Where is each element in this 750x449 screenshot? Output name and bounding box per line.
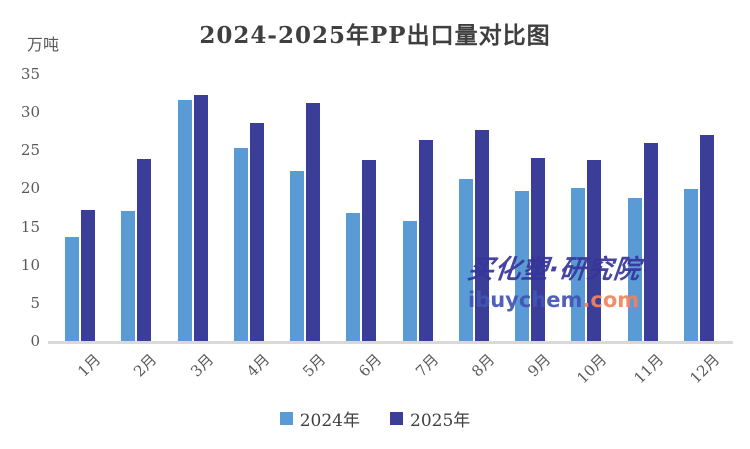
x-tick-11月: 11月 (629, 350, 667, 388)
bar-2024年-12月 (683, 189, 698, 341)
bar-2025年-6月 (362, 160, 377, 341)
x-tick-2月: 2月 (130, 350, 161, 381)
bar-2025年-7月 (418, 139, 433, 341)
y-tick-15: 15 (20, 217, 40, 236)
legend-item-2024年: 2024年 (279, 406, 360, 431)
x-tick-7月: 7月 (411, 350, 442, 381)
x-axis-line (48, 341, 733, 344)
bar-2024年-6月 (346, 212, 361, 341)
bar-2025年-1月 (81, 209, 96, 341)
bar-2025年-2月 (137, 158, 152, 341)
bar-2025年-8月 (474, 129, 489, 341)
y-axis-tick-labels: 0 5 10 15 20 25 30 35 (0, 65, 46, 350)
bar-group-10月 (558, 74, 614, 341)
legend-swatch-2025年 (390, 412, 403, 425)
bar-group-12月 (671, 74, 727, 341)
x-tick-9月: 9月 (524, 350, 555, 381)
bar-2025年-11月 (643, 143, 658, 341)
bar-group-5月 (277, 74, 333, 341)
x-tick-12月: 12月 (686, 350, 724, 388)
x-tick-10月: 10月 (573, 350, 611, 388)
bar-group-1月 (52, 74, 108, 341)
bar-group-7月 (390, 74, 446, 341)
bar-group-2月 (108, 74, 164, 341)
chart-legend: 2024年 2025年 (0, 406, 750, 431)
bar-group-4月 (221, 74, 277, 341)
bar-group-3月 (165, 74, 221, 341)
plot-area (48, 74, 733, 344)
x-tick-5月: 5月 (299, 350, 330, 381)
bar-2025年-10月 (587, 160, 602, 341)
x-tick-4月: 4月 (242, 350, 274, 381)
bar-2025年-4月 (249, 122, 264, 341)
bar-2024年-4月 (233, 148, 248, 341)
bar-2024年-7月 (402, 221, 417, 341)
y-tick-30: 30 (20, 103, 40, 122)
y-tick-20: 20 (20, 179, 40, 198)
bar-2025年-12月 (699, 135, 714, 341)
y-tick-10: 10 (20, 255, 40, 274)
legend-item-2025年: 2025年 (390, 406, 470, 431)
x-tick-3月: 3月 (186, 350, 217, 381)
bar-2024年-3月 (177, 99, 192, 341)
bar-2024年-5月 (290, 170, 305, 341)
bar-group-11月 (615, 74, 671, 341)
bar-group-8月 (446, 74, 502, 341)
legend-swatch-2024年 (279, 412, 293, 425)
bar-2025年-9月 (531, 157, 546, 341)
y-axis-unit-label: 万吨 (27, 35, 60, 54)
bar-2024年-9月 (515, 191, 530, 341)
x-tick-8月: 8月 (467, 350, 499, 381)
y-tick-5: 5 (30, 293, 40, 312)
bar-2024年-11月 (627, 198, 642, 341)
bar-2025年-5月 (306, 103, 321, 341)
y-tick-25: 25 (20, 141, 40, 160)
x-tick-1月: 1月 (74, 350, 105, 381)
y-tick-35: 35 (20, 65, 40, 83)
legend-label-2025年: 2025年 (410, 411, 471, 431)
bar-2024年-10月 (571, 188, 586, 341)
bar-group-9月 (502, 74, 558, 341)
bar-2024年-8月 (458, 178, 473, 341)
bar-2024年-2月 (121, 211, 136, 341)
y-tick-0: 0 (30, 332, 40, 350)
x-tick-6月: 6月 (355, 350, 386, 381)
legend-label-2024年: 2024年 (299, 411, 360, 431)
bar-2024年-1月 (65, 237, 80, 341)
bar-2025年-3月 (193, 94, 208, 341)
bar-group-6月 (333, 74, 389, 341)
chart-title: 2024-2025年PP出口量对比图 (199, 22, 551, 49)
